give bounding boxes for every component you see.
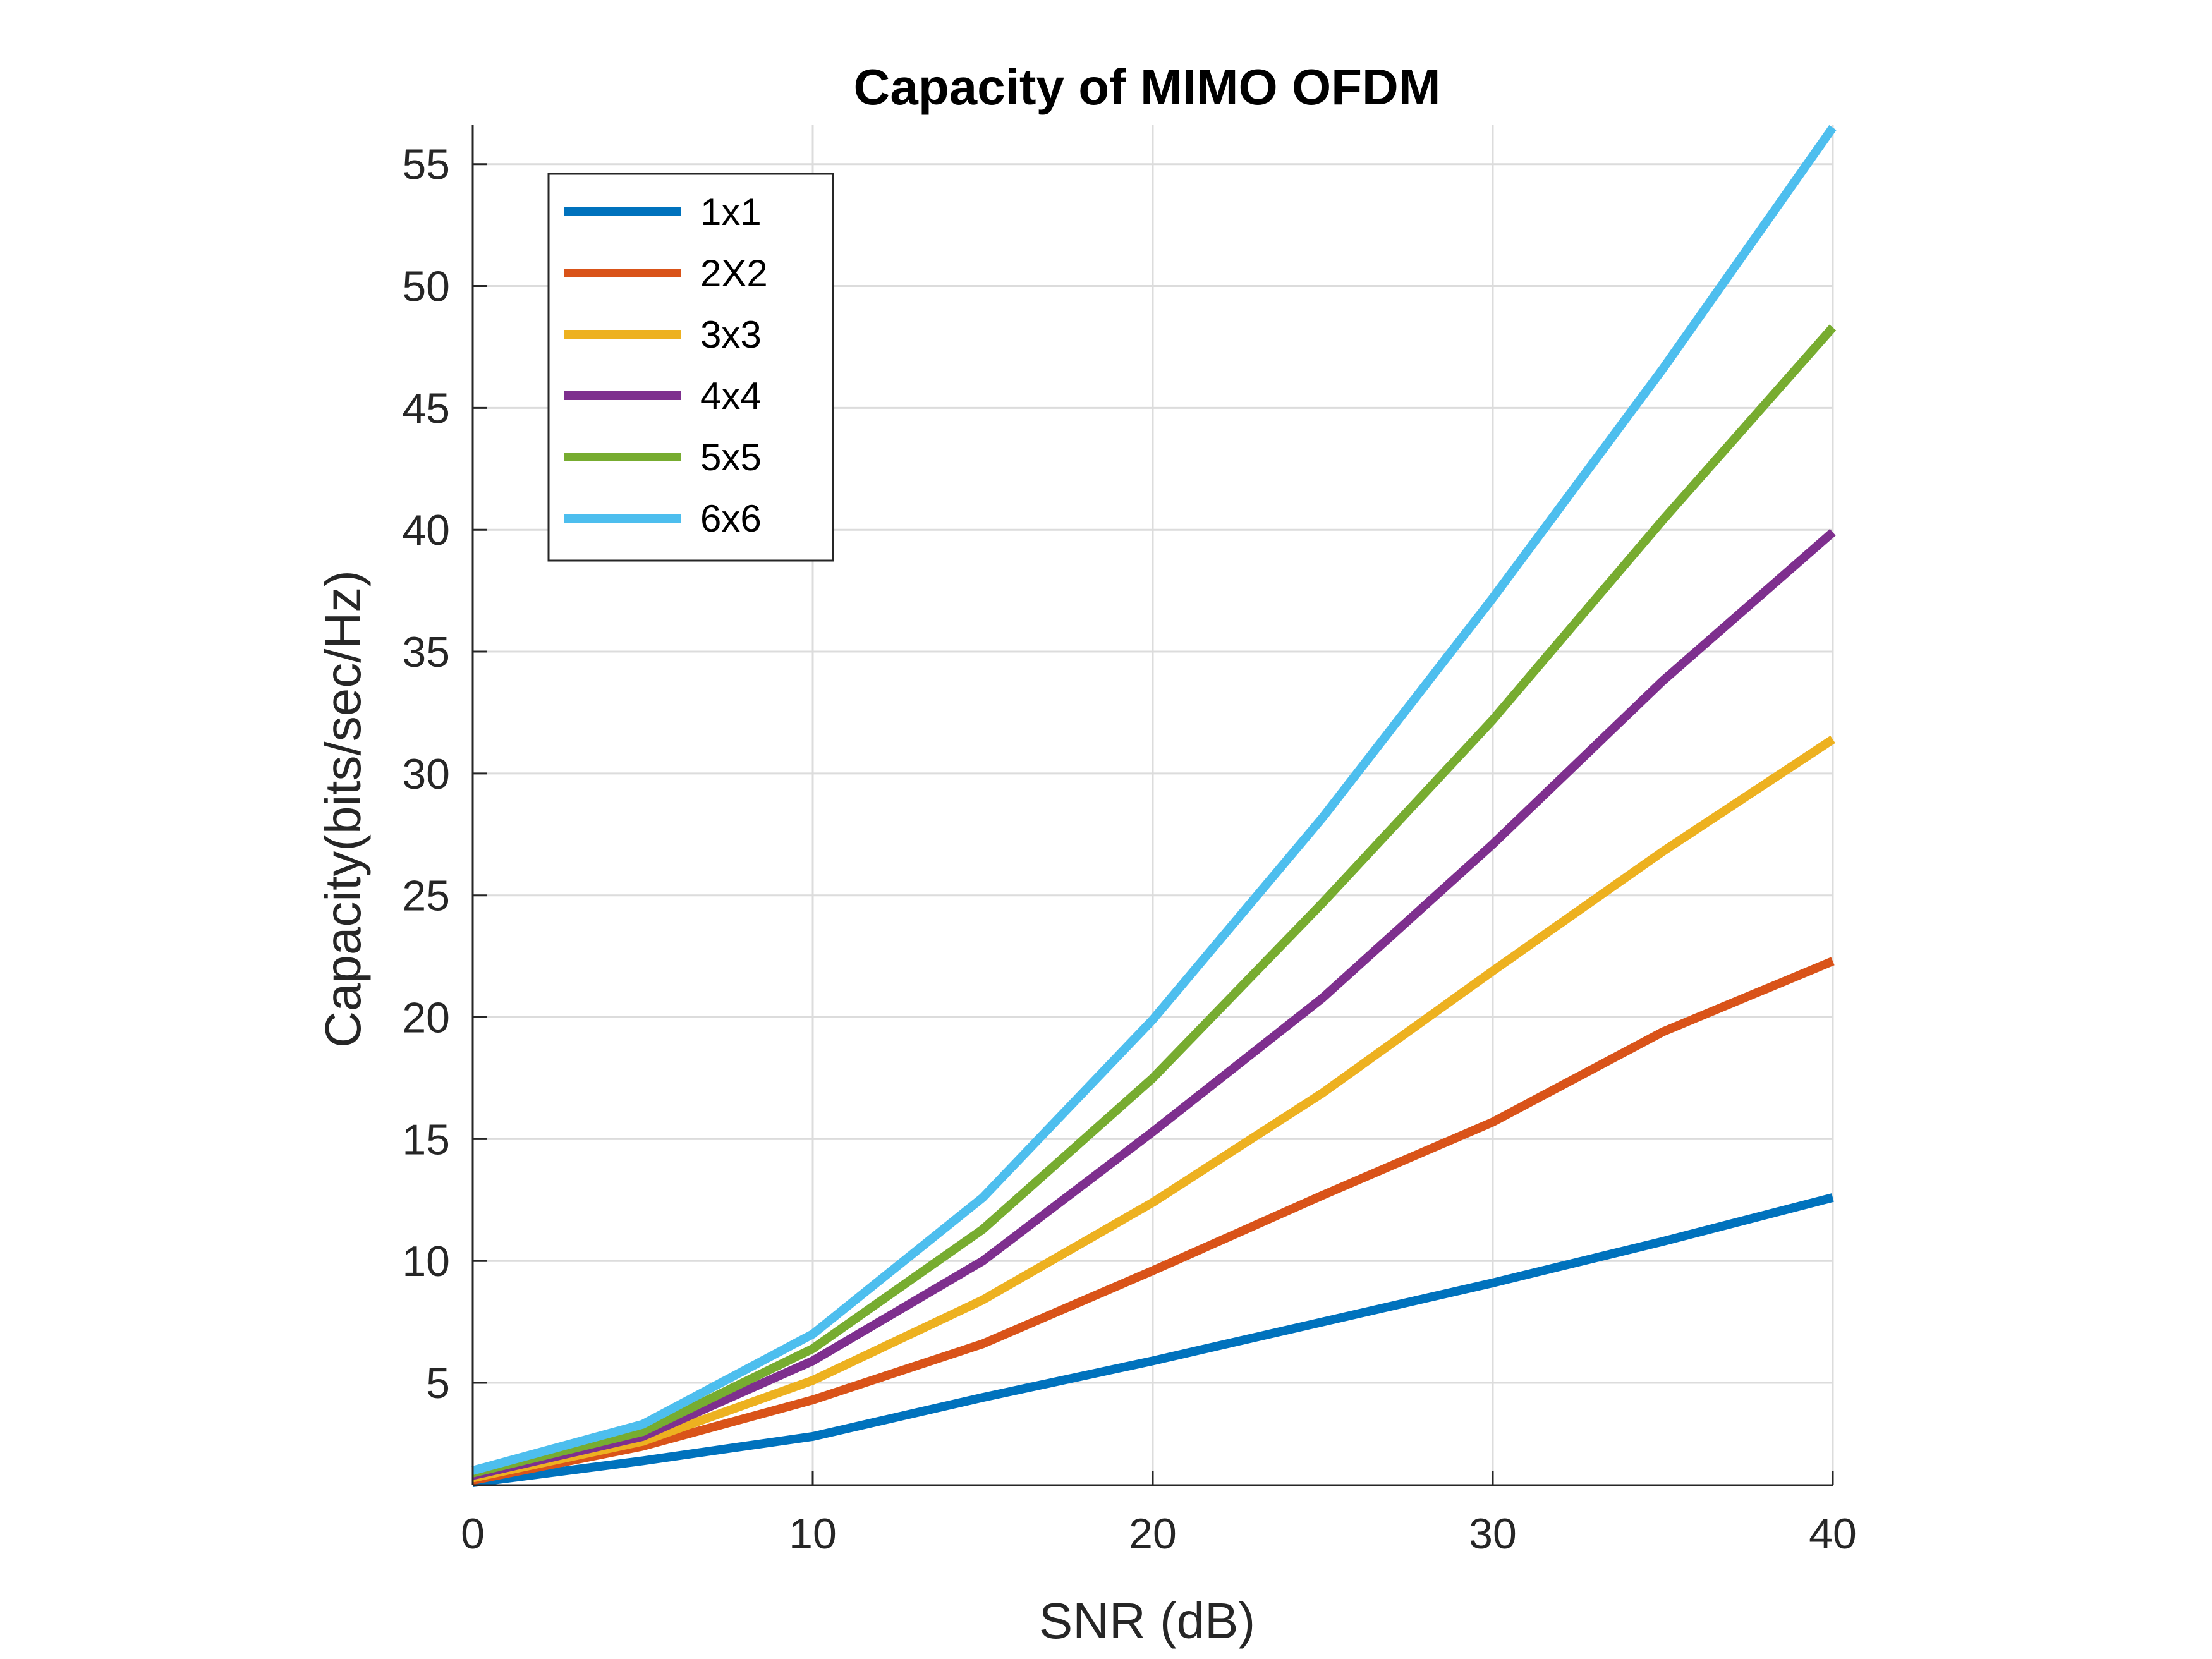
legend-label-4x4: 4x4 (700, 375, 762, 417)
legend[interactable]: 1x1 2X2 3x3 4x4 5x5 6x6 (547, 173, 834, 562)
series-line-5x5 (471, 324, 1837, 1478)
y-axis-label: Capacity(bits/sec/Hz) (315, 570, 371, 1048)
legend-label-5x5: 5x5 (700, 436, 762, 478)
y-tick-label: 25 (402, 872, 450, 920)
y-tick-label: 30 (402, 750, 450, 798)
chart-title: Capacity of MIMO OFDM (854, 59, 1441, 115)
y-tick-label: 15 (402, 1115, 450, 1164)
y-tick-label: 45 (402, 384, 450, 432)
series-line-6x6 (471, 125, 1837, 1475)
legend-label-6x6: 6x6 (700, 497, 762, 540)
x-tick-label: 10 (789, 1510, 837, 1558)
axes (471, 125, 1834, 1486)
y-tick-label: 50 (402, 263, 450, 311)
x-tick-label: 30 (1469, 1510, 1517, 1558)
x-tick-label: 0 (461, 1510, 485, 1558)
legend-label-1x1: 1x1 (700, 191, 762, 233)
y-tick-label: 55 (402, 141, 450, 189)
legend-box (547, 173, 834, 562)
y-tick-label: 10 (402, 1237, 450, 1285)
legend-label-2x2: 2X2 (700, 252, 768, 295)
series-lines (471, 125, 1837, 1488)
series-line-2x2 (471, 957, 1835, 1485)
y-tick-label: 35 (402, 628, 450, 676)
series-line-4x4 (471, 528, 1836, 1480)
x-tick-label: 20 (1129, 1510, 1177, 1558)
series-line-1x1 (472, 1193, 1834, 1488)
legend-label-3x3: 3x3 (700, 313, 762, 356)
y-tick-label: 40 (402, 506, 450, 554)
x-axis-label: SNR (dB) (1039, 1593, 1255, 1649)
grid-lines (471, 125, 1834, 1485)
x-tick-label: 40 (1809, 1510, 1857, 1558)
y-tick-label: 20 (402, 994, 450, 1042)
y-tick-label: 5 (426, 1359, 450, 1407)
series-line-3x3 (471, 736, 1835, 1483)
tick-labels: 0 10 20 30 40 5 10 15 20 25 30 35 40 45 50 55 (402, 141, 1856, 1558)
